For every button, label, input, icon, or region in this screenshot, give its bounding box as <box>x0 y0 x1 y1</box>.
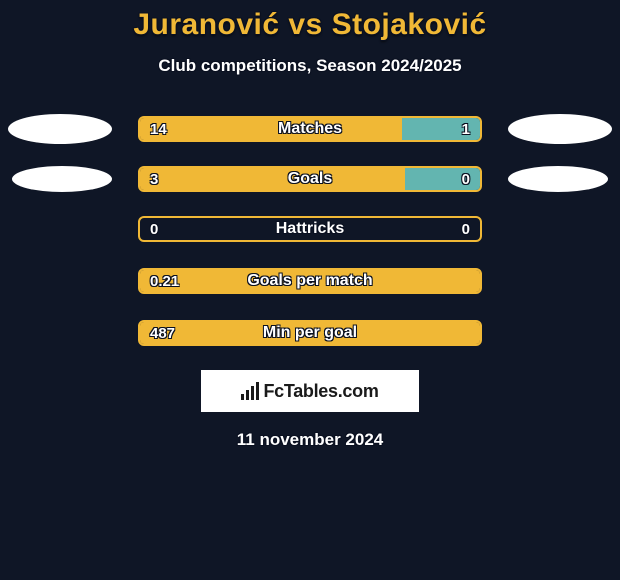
player-right-avatar <box>508 114 612 144</box>
stat-left-value: 0 <box>150 218 158 240</box>
stat-row: 487Min per goal <box>0 318 620 348</box>
stat-row: 141Matches <box>0 114 620 144</box>
stat-bar-right-fill <box>402 118 480 140</box>
player-left-avatar <box>12 166 112 192</box>
brand-text: FcTables.com <box>263 381 378 402</box>
stat-label: Hattricks <box>140 218 480 240</box>
stat-bar-left-fill <box>140 270 480 292</box>
stat-bar-left-fill <box>140 118 402 140</box>
stat-bar: 0.21Goals per match <box>138 268 482 294</box>
stat-bar: 487Min per goal <box>138 320 482 346</box>
stat-right-value: 0 <box>462 218 470 240</box>
stat-bar-right-fill <box>405 168 480 190</box>
stat-row: 0 0Hattricks <box>0 214 620 244</box>
stat-row: 30Goals <box>0 166 620 192</box>
stat-bar: 141Matches <box>138 116 482 142</box>
stat-row: 0.21Goals per match <box>0 266 620 296</box>
brand-bars-icon <box>241 382 259 400</box>
player-right-avatar <box>508 166 608 192</box>
stat-bar: 30Goals <box>138 166 482 192</box>
stat-rows: 141Matches 30Goals 0 0Hattricks 0.21Goals pe… <box>0 114 620 348</box>
stat-bar: 0 0Hattricks <box>138 216 482 242</box>
comparison-infographic: Juranović vs Stojaković Club competition… <box>0 0 620 450</box>
page-title: Juranović vs Stojaković <box>133 8 486 42</box>
stat-bar-left-fill <box>140 322 480 344</box>
footer-date: 11 november 2024 <box>237 430 383 450</box>
brand-box: FcTables.com <box>201 370 419 412</box>
stat-bar-left-fill <box>140 168 405 190</box>
page-subtitle: Club competitions, Season 2024/2025 <box>158 56 461 76</box>
player-left-avatar <box>8 114 112 144</box>
